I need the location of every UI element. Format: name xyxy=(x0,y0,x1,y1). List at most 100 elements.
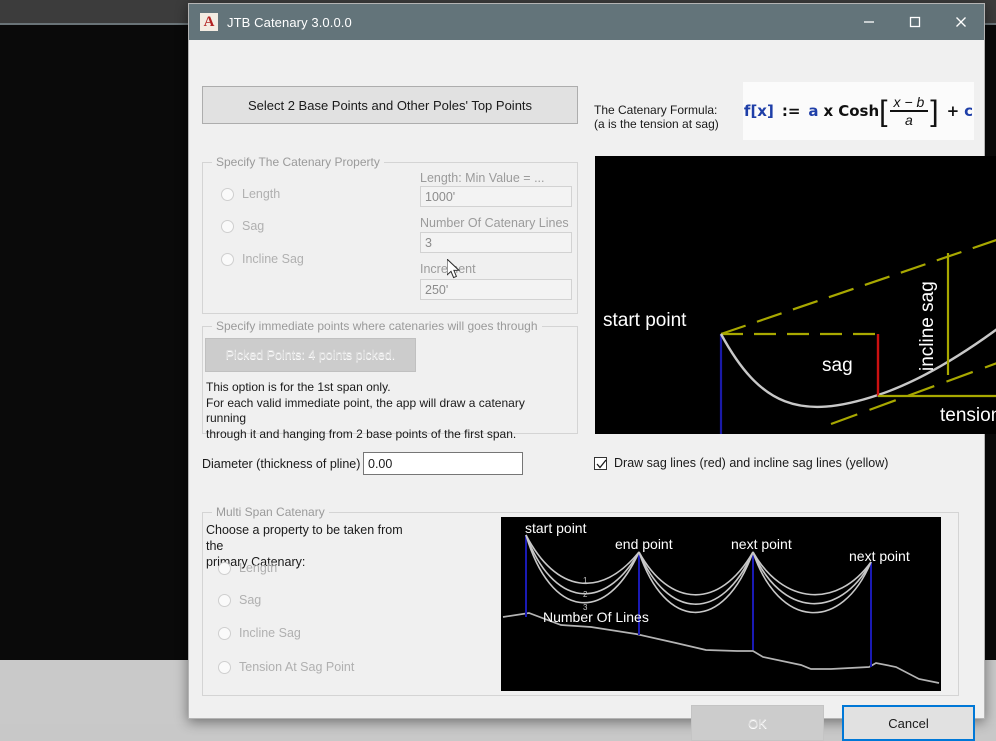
radio-circle-icon xyxy=(218,626,231,640)
specify-immediate-points-group: Specify immediate points where catenarie… xyxy=(202,319,578,434)
radio-property-sag[interactable]: Sag xyxy=(221,219,264,233)
diameter-value: 0.00 xyxy=(368,456,393,471)
immediate-note-line3: through it and hanging from 2 base point… xyxy=(206,426,517,441)
formula-bracket-open: [ xyxy=(879,94,888,128)
ground-profile-line xyxy=(502,612,940,684)
single-span-diagram-svg: start point end point sag incline sag te… xyxy=(595,156,996,434)
specify-catenary-property-legend: Specify The Catenary Property xyxy=(212,155,384,169)
formula-caption-line1: The Catenary Formula: xyxy=(594,103,718,117)
checkbox-checked-icon xyxy=(594,456,607,470)
increment-text: 250' xyxy=(425,282,449,297)
radio-property-sag-label: Sag xyxy=(242,219,265,233)
label-next-point-2: next point xyxy=(849,548,910,564)
radio-property-length[interactable]: Length xyxy=(221,187,280,201)
picked-points-button[interactable]: Picked Points: 4 points picked. xyxy=(205,338,416,372)
radio-multispan-tension-at-sag-point[interactable]: Tension At Sag Point xyxy=(218,660,354,674)
radio-multispan-sag[interactable]: Sag xyxy=(218,593,261,607)
jtb-catenary-dialog: A JTB Catenary 3.0.0.0 Select 2 Base Poi… xyxy=(188,3,996,741)
dialog-title: JTB Catenary 3.0.0.0 xyxy=(227,14,352,30)
label-line-2: 2 xyxy=(583,590,588,599)
formula-a: a xyxy=(808,102,819,120)
label-start-point: start point xyxy=(603,310,687,331)
label-sag: sag xyxy=(822,355,853,376)
radio-circle-icon xyxy=(218,593,231,607)
length-min-value-input[interactable]: 1000' xyxy=(420,186,572,207)
immediate-note-line2: For each valid immediate point, the app … xyxy=(206,395,525,426)
multi-span-note-line1: Choose a property to be taken from the xyxy=(206,523,403,553)
radio-circle-icon xyxy=(221,252,234,266)
immediate-points-note: This option is for the 1st span only. Fo… xyxy=(206,380,562,442)
radio-property-length-label: Length xyxy=(242,187,281,201)
select-base-points-button[interactable]: Select 2 Base Points and Other Poles' To… xyxy=(202,86,578,124)
formula-denominator: a xyxy=(904,112,913,128)
specify-immediate-points-legend: Specify immediate points where catenarie… xyxy=(212,319,542,333)
span2-curve-3 xyxy=(638,551,754,614)
span2-curve-1 xyxy=(638,551,754,596)
label-end-point: end point xyxy=(615,536,673,552)
span3-curve-2 xyxy=(752,551,872,605)
span3-curve-3 xyxy=(752,551,872,614)
radio-multispan-incline-sag-label: Incline Sag xyxy=(239,626,301,640)
span3-curve-1 xyxy=(752,551,872,596)
multi-span-catenary-group: Multi Span Catenary xyxy=(202,505,959,696)
formula-plus: + xyxy=(946,102,960,120)
maximize-icon[interactable] xyxy=(892,4,938,40)
formula-fraction: x − b a xyxy=(889,94,929,128)
minimize-icon[interactable] xyxy=(846,4,892,40)
radio-circle-icon xyxy=(218,561,231,575)
number-of-catenary-lines-label: Number Of Catenary Lines xyxy=(420,216,569,230)
label-line-3: 3 xyxy=(583,603,588,612)
close-icon[interactable] xyxy=(938,4,984,40)
autocad-a-icon: A xyxy=(200,13,218,31)
label-start-point: start point xyxy=(525,520,587,536)
increment-label: Increment xyxy=(420,262,476,276)
multi-span-note-line2: primary Catenary: xyxy=(206,555,306,569)
select-base-points-label: Select 2 Base Points and Other Poles' To… xyxy=(247,97,533,113)
radio-multispan-tension-label: Tension At Sag Point xyxy=(239,660,355,674)
draw-sag-lines-label: Draw sag lines (red) and incline sag lin… xyxy=(614,456,889,470)
number-of-catenary-lines-text: 3 xyxy=(425,235,432,250)
cancel-button[interactable]: Cancel xyxy=(842,705,975,741)
diameter-input[interactable]: 0.00 xyxy=(363,452,523,475)
span1-curve-3 xyxy=(525,534,640,604)
number-of-catenary-lines-input[interactable]: 3 xyxy=(420,232,572,253)
radio-multispan-incline-sag[interactable]: Incline Sag xyxy=(218,626,301,640)
radio-circle-icon xyxy=(221,187,234,201)
increment-input[interactable]: 250' xyxy=(420,279,572,300)
label-line-1: 1 xyxy=(583,576,588,585)
length-min-value-text: 1000' xyxy=(425,189,456,204)
dialog-titlebar[interactable]: A JTB Catenary 3.0.0.0 xyxy=(189,4,984,40)
formula-fx: f[x] xyxy=(743,102,774,120)
span1-curve-2 xyxy=(525,534,640,595)
formula-numerator: x − b xyxy=(893,94,925,110)
formula-bracket-close: ] xyxy=(930,94,939,128)
ok-button-label: OK xyxy=(748,715,767,731)
radio-property-incline-sag[interactable]: Incline Sag xyxy=(221,252,304,266)
multi-span-note: Choose a property to be taken from the p… xyxy=(206,522,421,570)
label-tension: tension xyxy=(940,405,996,426)
immediate-note-line1: This option is for the 1st span only. xyxy=(206,380,391,394)
radio-multispan-sag-label: Sag xyxy=(239,593,262,607)
catenary-formula-caption: The Catenary Formula: (a is the tension … xyxy=(594,103,739,131)
formula-cosh: Cosh xyxy=(838,102,880,120)
specify-catenary-property-group: Specify The Catenary Property xyxy=(202,155,578,314)
label-next-point-1: next point xyxy=(731,536,792,552)
formula-assign: := xyxy=(781,102,801,120)
formula-caption-line2: (a is the tension at sag) xyxy=(594,117,719,131)
ok-button[interactable]: OK xyxy=(691,705,824,741)
span1-curve-1 xyxy=(525,534,640,585)
picked-points-label: Picked Points: 4 points picked. xyxy=(225,348,396,362)
formula-times: x xyxy=(823,102,834,120)
radio-multispan-length-label: Length xyxy=(239,561,278,575)
label-incline-sag: incline sag xyxy=(917,281,938,371)
catenary-formula-image: f[x] := a x Cosh [ x − b a ] + c xyxy=(743,82,974,140)
radio-circle-icon xyxy=(218,660,231,674)
catenary-single-span-diagram: start point end point sag incline sag te… xyxy=(595,156,996,434)
length-min-value-label: Length: Min Value = ... xyxy=(420,171,545,185)
draw-sag-lines-checkbox[interactable]: Draw sag lines (red) and incline sag lin… xyxy=(594,456,888,470)
label-number-of-lines: Number Of Lines xyxy=(543,609,649,625)
cancel-button-label: Cancel xyxy=(888,715,929,731)
radio-multispan-length[interactable]: Length xyxy=(218,561,277,575)
multi-span-diagram-svg: 1 2 3 start point end point next point n… xyxy=(501,517,941,691)
radio-circle-icon xyxy=(221,219,234,233)
